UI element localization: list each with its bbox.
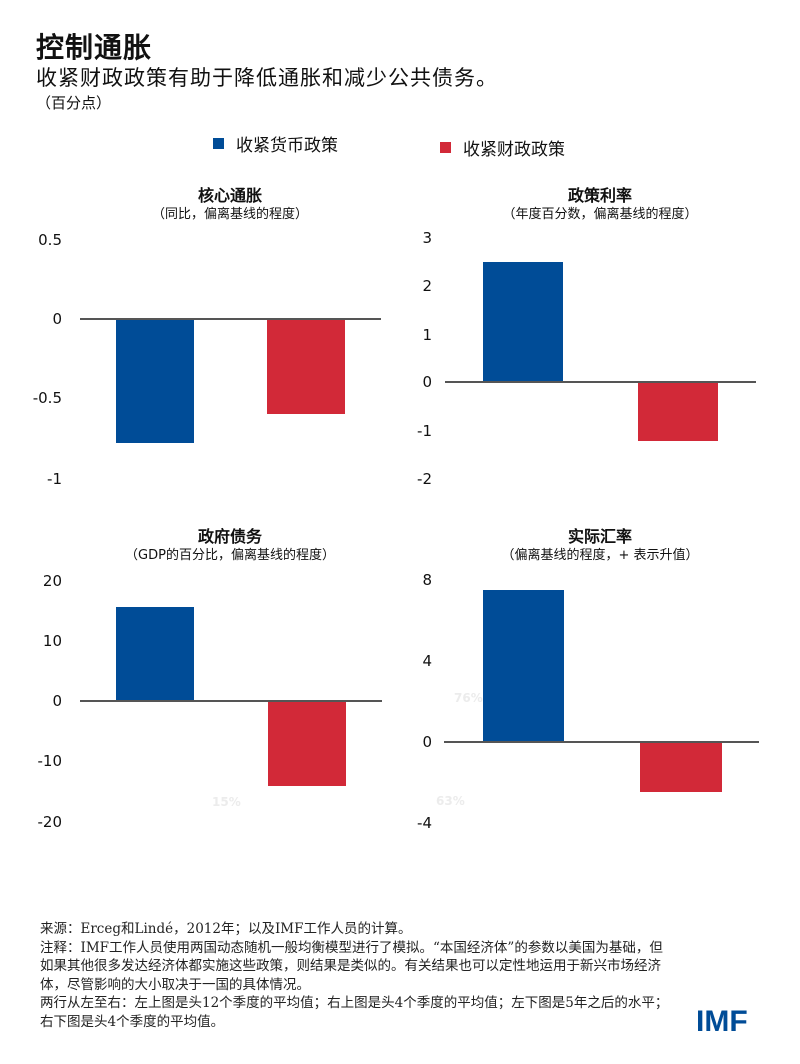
- y-tick: 20: [42, 572, 62, 590]
- legend-item-monetary: 收紧货币政策: [213, 131, 338, 156]
- y-tick: 0.5: [38, 231, 62, 249]
- y-tick: 1: [422, 326, 432, 344]
- panel-subtitle: （同比，偏离基线的程度）: [151, 207, 308, 222]
- y-tick: 0: [422, 733, 432, 751]
- y-tick: 0: [422, 373, 432, 391]
- zero-axis-line: [80, 318, 381, 320]
- chart-title: 控制通胀: [36, 31, 153, 64]
- panel-title: 政府债务: [197, 527, 262, 546]
- bar-fiscal: [640, 742, 722, 792]
- panel-subtitle: （偏离基线的程度，+ 表示升值）: [501, 548, 699, 563]
- bar-monetary: [116, 607, 194, 701]
- y-tick: 10: [42, 632, 62, 650]
- panel-subtitle: （GDP的百分比，偏离基线的程度）: [125, 548, 335, 563]
- y-tick: 3: [422, 229, 432, 247]
- panel-title: 政策利率: [567, 186, 632, 205]
- footnotes: 来源：Erceg和Lindé，2012年；以及IMF工作人员的计算。 注释：IM…: [40, 920, 670, 1031]
- ghost-label: 76%: [454, 691, 483, 705]
- model-note: 注释：IMF工作人员使用两国动态随机一般均衡模型进行了模拟。“本国经济体”的参数…: [40, 939, 663, 993]
- panel-subtitle: （年度百分数，偏离基线的程度）: [502, 207, 698, 222]
- y-tick: 2: [422, 277, 432, 295]
- legend-swatch-red-icon: [440, 142, 451, 153]
- legend-item-fiscal: 收紧财政政策: [440, 135, 565, 160]
- bar-fiscal: [268, 701, 346, 786]
- y-tick: 0: [52, 310, 62, 328]
- panel-title: 核心通胀: [197, 186, 262, 205]
- units-label: （百分点）: [36, 94, 112, 112]
- ghost-label: 15%: [212, 795, 241, 809]
- y-tick: 0: [52, 692, 62, 710]
- chart-subtitle: 收紧财政政策有助于降低通胀和减少公共债务。: [36, 66, 498, 90]
- panel-policy-rate: 政策利率 （年度百分数，偏离基线的程度） 3 2 1 0 -1 -2: [400, 170, 800, 500]
- zero-axis-line: [80, 700, 382, 702]
- y-tick: 4: [422, 652, 432, 670]
- zero-axis-line: [444, 741, 759, 743]
- bar-fiscal: [638, 382, 718, 441]
- y-tick: -1: [47, 470, 62, 488]
- legend-label: 收紧财政政策: [463, 140, 565, 160]
- panel-government-debt: 政府债务 （GDP的百分比，偏离基线的程度） 20 10 0 -10 -20 1…: [0, 510, 400, 840]
- legend-label: 收紧货币政策: [236, 136, 338, 156]
- y-tick: -2: [417, 470, 432, 488]
- y-tick: -1: [417, 422, 432, 440]
- imf-logo: IMF: [696, 1005, 748, 1038]
- bar-fiscal: [267, 319, 345, 414]
- bar-monetary: [483, 590, 564, 742]
- bar-monetary: [483, 262, 563, 382]
- bar-monetary: [116, 319, 194, 443]
- zero-axis-line: [445, 381, 756, 383]
- panel-order-note: 两行从左至右：左上图是头12个季度的平均值；右上图是头4个季度的平均值；左下图是…: [40, 995, 669, 1030]
- y-tick: 8: [422, 571, 432, 589]
- panel-core-inflation: 核心通胀 （同比，偏离基线的程度） 0.5 0 -0.5 -1: [0, 170, 400, 500]
- y-tick: -4: [417, 814, 432, 832]
- legend-swatch-blue-icon: [213, 138, 224, 149]
- y-tick: -10: [37, 752, 63, 770]
- ghost-label: 63%: [436, 794, 465, 808]
- panel-real-exchange-rate: 实际汇率 （偏离基线的程度，+ 表示升值） 8 4 0 -4 76% 63%: [400, 510, 800, 840]
- panel-title: 实际汇率: [567, 527, 632, 546]
- y-tick: -20: [37, 813, 63, 831]
- source-note: 来源：Erceg和Lindé，2012年；以及IMF工作人员的计算。: [40, 921, 412, 937]
- y-tick: -0.5: [32, 389, 62, 407]
